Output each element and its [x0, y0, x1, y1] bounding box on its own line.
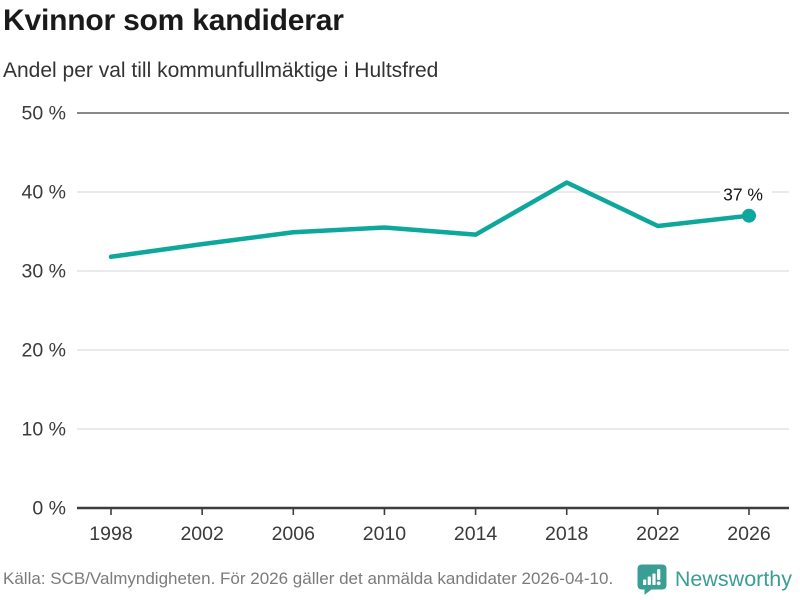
y-axis-label: 20 % [22, 340, 66, 362]
x-axis-label: 2014 [454, 523, 498, 545]
newsworthy-brand: Newsworthy [637, 564, 792, 595]
newsworthy-logo-icon [637, 564, 667, 595]
brand-name: Newsworthy [674, 566, 792, 591]
x-axis-label: 2018 [545, 523, 588, 545]
source-note: Källa: SCB/Valmyndigheten. För 2026 gäll… [3, 569, 614, 588]
page-title: Kvinnor som kandiderar [3, 4, 344, 37]
footer: Källa: SCB/Valmyndigheten. För 2026 gäll… [3, 562, 792, 596]
end-point-dot [742, 208, 756, 223]
x-axis-label: 2002 [180, 523, 223, 545]
x-axis-label: 2026 [727, 523, 770, 545]
chart-subtitle: Andel per val till kommunfullmäktige i H… [3, 59, 439, 82]
x-axis-label: 2022 [636, 523, 679, 545]
data-line [108, 180, 752, 260]
y-axis-label: 0 % [32, 498, 66, 520]
x-axis-label: 2006 [272, 523, 315, 545]
y-axis-label: 50 % [22, 103, 66, 125]
y-axis-label: 30 % [22, 261, 66, 283]
y-axis-label: 10 % [22, 419, 66, 441]
end-label-bg [720, 181, 772, 206]
end-point-label: 37 % [723, 185, 763, 205]
y-axis-label: 40 % [22, 182, 66, 204]
x-axis-label: 1998 [89, 523, 132, 545]
x-axis-label: 2010 [363, 523, 407, 545]
